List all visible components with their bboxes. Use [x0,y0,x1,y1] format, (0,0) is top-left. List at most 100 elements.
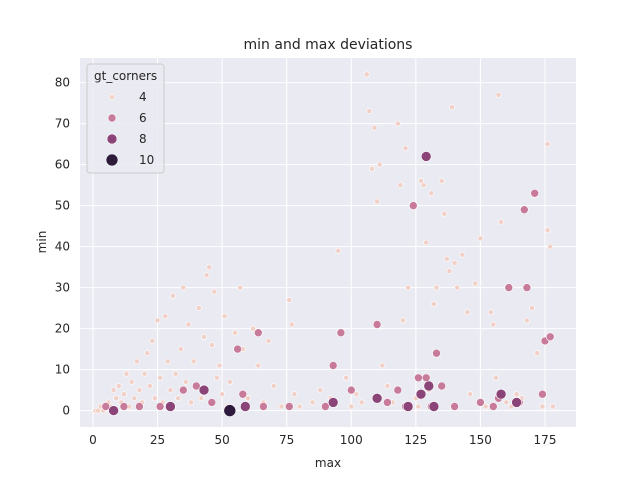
data-point-corners-10 [223,404,237,417]
data-point-corners-4 [250,325,256,332]
data-point-corners-4 [544,227,551,234]
data-point-corners-4 [534,350,541,357]
data-point-corners-4 [219,391,225,398]
data-point-corners-4 [438,178,445,184]
data-point-corners-6 [383,398,392,407]
data-point-corners-4 [270,383,277,389]
data-point-corners-4 [288,321,295,328]
data-point-corners-6 [101,402,111,411]
data-point-corners-6 [538,389,547,399]
data-point-corners-4 [213,374,220,381]
data-point-corners-4 [524,317,530,324]
data-point-corners-4 [443,255,450,262]
data-point-corners-4 [133,358,140,365]
data-point-corners-4 [449,104,455,111]
legend-label-8: 8 [139,132,147,146]
data-point-corners-4 [182,378,189,385]
data-point-corners-4 [255,362,262,369]
data-points [92,71,556,417]
data-point-corners-4 [405,284,411,291]
legend-marker-4 [109,94,115,100]
data-point-corners-4 [177,346,184,352]
y-tick-label: 80 [55,76,70,90]
data-point-corners-8 [198,384,210,396]
legend-marker-8 [106,133,118,145]
data-point-corners-4 [309,399,316,406]
data-point-corners-6 [393,385,403,395]
x-tick-label: 100 [340,433,363,447]
data-point-corners-8 [371,392,383,404]
grid-lines [80,58,576,427]
data-point-corners-4 [211,288,218,295]
data-point-corners-4 [358,399,365,406]
data-point-corners-6 [321,402,330,411]
data-point-corners-4 [441,210,448,217]
data-point-corners-4 [278,403,285,410]
data-point-corners-8 [240,401,251,412]
data-point-corners-4 [208,342,215,348]
y-tick-label: 50 [55,199,70,213]
legend-box [86,63,165,174]
legend-title: gt_corners [94,69,157,83]
data-point-corners-8 [415,388,427,400]
data-point-corners-4 [428,190,435,197]
data-point-corners-4 [226,378,233,385]
data-point-corners-4 [136,387,143,393]
data-point-corners-4 [402,145,409,152]
data-point-corners-6 [233,344,242,354]
data-point-corners-6 [545,332,555,342]
data-point-corners-6 [284,402,294,411]
data-point-corners-4 [141,370,148,377]
data-point-corners-4 [185,321,192,328]
data-point-corners-4 [366,108,373,115]
data-point-corners-4 [433,284,440,291]
data-point-corners-8 [402,401,414,412]
data-point-corners-4 [198,395,205,402]
data-point-corners-4 [296,403,303,410]
data-point-corners-4 [467,391,473,398]
x-tick-label: 50 [214,433,229,447]
data-point-corners-4 [291,391,298,398]
data-point-corners-4 [529,305,535,311]
data-point-corners-8 [428,401,440,412]
data-point-corners-4 [190,358,197,365]
data-point-corners-4 [146,383,153,389]
data-point-corners-4 [286,296,293,303]
data-point-corners-6 [328,361,338,370]
y-tick-label: 40 [55,240,70,254]
data-point-corners-4 [423,239,430,246]
data-point-corners-4 [157,374,163,381]
data-point-corners-6 [253,328,263,338]
data-point-corners-4 [430,301,437,307]
data-point-corners-4 [123,370,130,377]
x-tick-label: 25 [150,433,165,447]
data-point-corners-6 [488,402,498,411]
data-point-corners-4 [490,321,497,328]
data-point-corners-4 [115,383,122,389]
data-point-corners-4 [379,362,386,369]
data-point-corners-4 [151,395,158,402]
data-point-corners-6 [179,385,188,395]
data-point-corners-6 [155,402,165,411]
data-point-corners-4 [487,309,494,316]
data-point-corners-6 [119,402,129,411]
data-point-corners-4 [363,71,370,78]
x-tick-label: 75 [279,433,294,447]
data-point-corners-4 [206,264,213,270]
data-point-corners-4 [348,403,355,410]
data-point-corners-4 [472,280,479,287]
data-point-corners-4 [368,165,375,172]
legend-label-6: 6 [139,111,147,125]
y-tick-label: 10 [55,363,70,377]
data-point-corners-4 [495,92,502,98]
data-point-corners-4 [547,243,554,250]
data-point-corners-6 [372,320,382,329]
data-point-corners-8 [511,397,522,408]
data-point-corners-4 [376,161,383,168]
data-point-corners-8 [165,401,176,412]
data-point-corners-6 [450,402,459,411]
data-point-corners-4 [353,391,360,398]
data-point-corners-6 [530,189,540,198]
y-tick-label: 0 [62,404,70,418]
